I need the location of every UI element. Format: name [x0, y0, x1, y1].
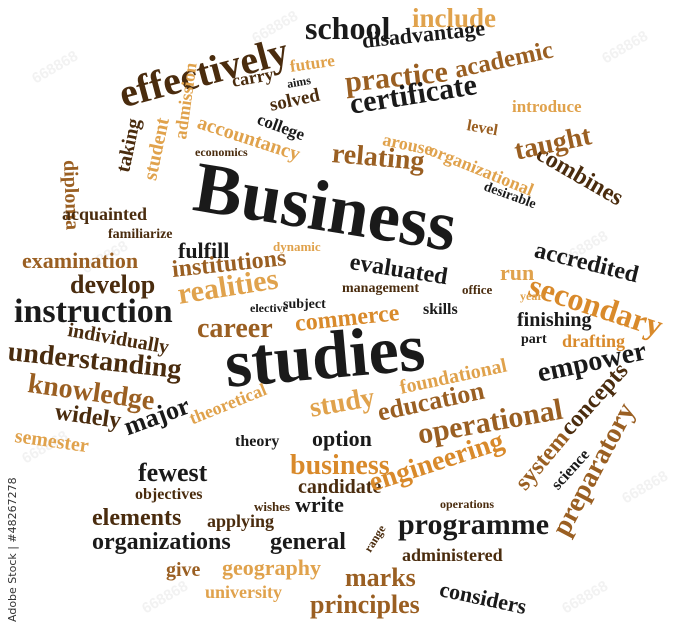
- word-familiarize: familiarize: [108, 227, 173, 242]
- word-include: include: [412, 3, 497, 33]
- word-office: office: [462, 282, 493, 297]
- watermark-text: 668868: [559, 577, 611, 618]
- word-acquainted: acquainted: [62, 204, 148, 224]
- word-university: university: [205, 582, 283, 602]
- word-write: write: [295, 492, 344, 517]
- word-considers: considers: [437, 576, 529, 620]
- word-career: career: [197, 313, 273, 344]
- watermark-text: 668868: [619, 467, 671, 508]
- word-programme: programme: [398, 508, 550, 541]
- word-marks: marks: [345, 563, 416, 592]
- word-examination: examination: [22, 248, 139, 273]
- word-develop: develop: [70, 270, 156, 299]
- word-dynamic: dynamic: [273, 239, 321, 254]
- word-drafting: drafting: [562, 331, 625, 351]
- word-general: general: [270, 529, 346, 555]
- word-skills: skills: [423, 301, 458, 318]
- word-candidate: candidate: [298, 476, 382, 498]
- word-instruction: instruction: [14, 293, 173, 330]
- word-give: give: [166, 559, 201, 581]
- word-elective: elective: [250, 301, 288, 315]
- stock-id-label: Adobe Stock | #48267278: [6, 477, 19, 622]
- word-economics: economics: [195, 145, 248, 159]
- word-elements: elements: [92, 505, 182, 531]
- watermark-text: 668868: [139, 577, 191, 618]
- word-school: school: [305, 10, 391, 46]
- watermark-text: 668868: [599, 27, 651, 68]
- word-administered: administered: [402, 545, 503, 565]
- word-option: option: [312, 426, 372, 451]
- word-year: year: [520, 289, 543, 303]
- word-run: run: [500, 260, 535, 285]
- word-fewest: fewest: [138, 458, 208, 487]
- word-subject: subject: [283, 297, 326, 312]
- watermark-text: 668868: [29, 47, 81, 88]
- word-wishes: wishes: [254, 499, 291, 514]
- word-student: student: [139, 115, 174, 183]
- word-taught: taught: [511, 120, 595, 167]
- word-level: level: [465, 117, 500, 140]
- word-business: business: [290, 450, 390, 481]
- word-management: management: [342, 281, 419, 296]
- word-range: range: [361, 522, 389, 555]
- word-future: future: [288, 50, 336, 76]
- word-finishing: finishing: [517, 309, 592, 331]
- word-principles: principles: [310, 590, 420, 619]
- word-fulfill: fulfill: [178, 238, 230, 263]
- word-operations: operations: [440, 497, 494, 511]
- word-taking: taking: [112, 116, 146, 175]
- word-part: part: [521, 332, 547, 347]
- word-geography: geography: [222, 555, 321, 580]
- word-objectives: objectives: [135, 486, 203, 503]
- word-solved: solved: [267, 84, 322, 116]
- word-applying: applying: [207, 511, 275, 531]
- word-organizations: organizations: [92, 529, 231, 555]
- word-introduce: introduce: [512, 97, 582, 116]
- word-theory: theory: [235, 433, 280, 450]
